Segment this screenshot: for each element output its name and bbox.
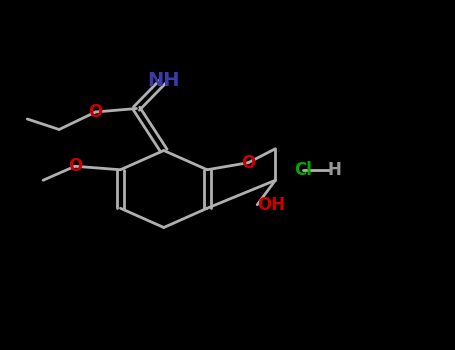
Text: O: O [88,103,103,121]
Text: NH: NH [147,71,180,90]
Text: O: O [241,154,255,172]
Text: O: O [68,157,82,175]
Text: Cl: Cl [294,161,312,179]
Text: H: H [328,161,342,179]
Text: OH: OH [257,196,285,214]
